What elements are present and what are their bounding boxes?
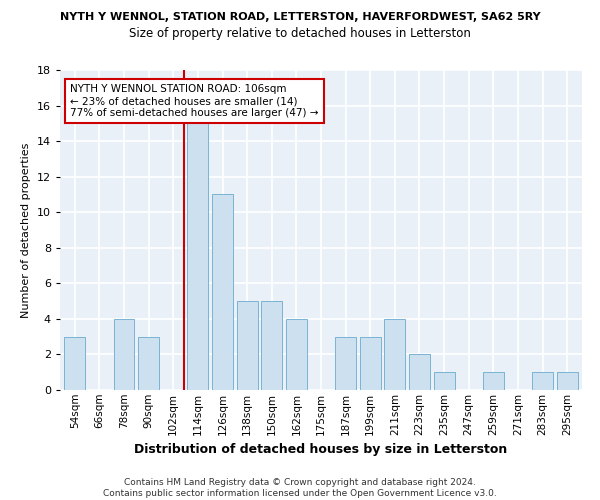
Text: NYTH Y WENNOL STATION ROAD: 106sqm
← 23% of detached houses are smaller (14)
77%: NYTH Y WENNOL STATION ROAD: 106sqm ← 23%… — [70, 84, 319, 117]
Bar — [409, 354, 430, 390]
Bar — [261, 301, 282, 390]
Bar — [212, 194, 233, 390]
Bar — [532, 372, 553, 390]
Bar — [286, 319, 307, 390]
Text: Size of property relative to detached houses in Letterston: Size of property relative to detached ho… — [129, 28, 471, 40]
Bar — [113, 319, 134, 390]
Bar — [360, 336, 381, 390]
Bar — [187, 124, 208, 390]
Bar — [385, 319, 406, 390]
X-axis label: Distribution of detached houses by size in Letterston: Distribution of detached houses by size … — [134, 443, 508, 456]
Text: NYTH Y WENNOL, STATION ROAD, LETTERSTON, HAVERFORDWEST, SA62 5RY: NYTH Y WENNOL, STATION ROAD, LETTERSTON,… — [59, 12, 541, 22]
Bar — [557, 372, 578, 390]
Bar — [434, 372, 455, 390]
Y-axis label: Number of detached properties: Number of detached properties — [21, 142, 31, 318]
Bar — [335, 336, 356, 390]
Bar — [64, 336, 85, 390]
Bar — [483, 372, 504, 390]
Bar — [138, 336, 159, 390]
Text: Contains HM Land Registry data © Crown copyright and database right 2024.
Contai: Contains HM Land Registry data © Crown c… — [103, 478, 497, 498]
Bar — [236, 301, 257, 390]
